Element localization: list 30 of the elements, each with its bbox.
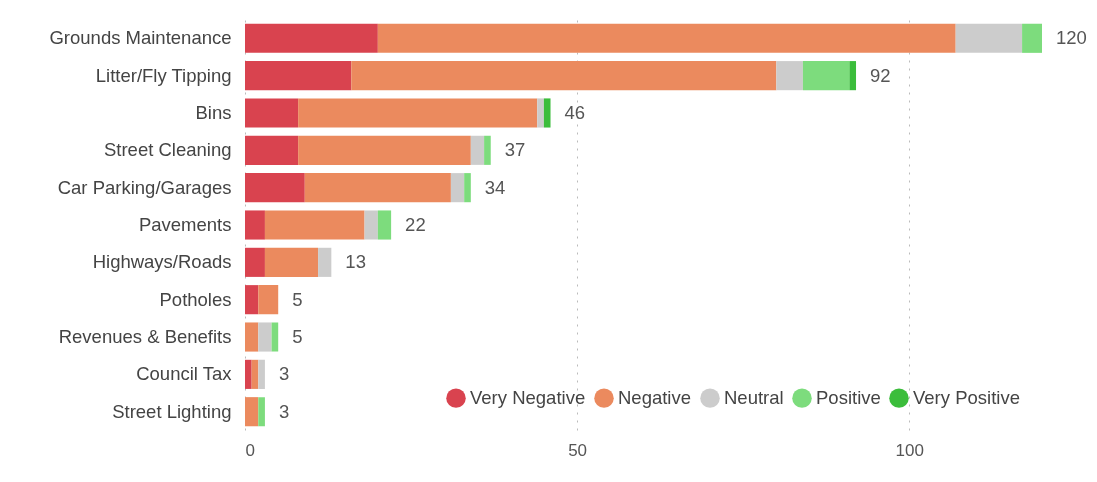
- legend-label: Very Negative: [470, 387, 586, 409]
- x-tick-label: 50: [568, 440, 588, 460]
- y-tick-label: Highways/Roads: [92, 251, 232, 273]
- legend-label: Very Positive: [913, 387, 1020, 409]
- legend-label: Neutral: [724, 387, 784, 409]
- y-tick-label: Council Tax: [136, 363, 233, 385]
- total-label: 13: [345, 251, 366, 273]
- y-tick-label: Bins: [195, 101, 232, 123]
- total-label: 92: [870, 64, 891, 86]
- y-tick-label: Pavements: [138, 214, 232, 235]
- y-tick-label: Potholes: [159, 288, 232, 310]
- x-tick-label: 100: [895, 440, 924, 460]
- total-label: 5: [292, 288, 303, 310]
- y-tick-label: Street Cleaning: [103, 139, 232, 161]
- y-tick-label: Litter/Fly Tipping: [95, 64, 232, 86]
- y-tick-label: Street Lighting: [112, 400, 232, 422]
- total-label: 3: [278, 363, 290, 385]
- y-tick-label: Car Parking/Garages: [57, 176, 232, 198]
- legend-label: Positive: [816, 387, 881, 409]
- total-label: 46: [564, 101, 586, 123]
- total-label: 120: [1056, 27, 1087, 49]
- total-label: 3: [278, 400, 290, 422]
- total-label: 5: [292, 326, 303, 348]
- total-label: 37: [504, 139, 526, 161]
- y-tick-label: Revenues & Benefits: [58, 326, 232, 348]
- x-tick-label: 0: [245, 440, 255, 460]
- total-label: 34: [484, 176, 506, 198]
- total-label: 22: [405, 214, 426, 235]
- y-tick-label: Grounds Maintenance: [49, 27, 232, 49]
- legend-label: Negative: [618, 387, 692, 409]
